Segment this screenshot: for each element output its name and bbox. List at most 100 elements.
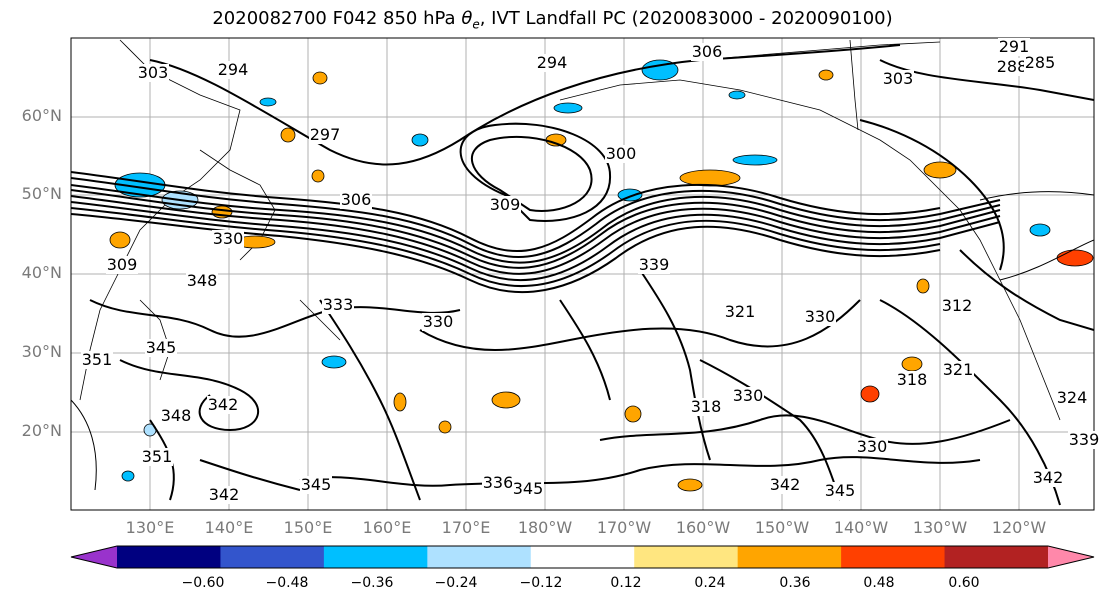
colorbar-tick-label: 0.36 [779, 575, 811, 591]
contour-label-background [996, 58, 1028, 76]
contour-label: 339 [1069, 430, 1100, 449]
contour-label: 300 [606, 144, 637, 163]
contour-label-background [732, 387, 764, 405]
contour-label-background [605, 145, 637, 163]
contour-label: 291 [999, 37, 1030, 56]
contour-label-background [160, 407, 192, 425]
contour-label-background [824, 482, 856, 500]
title-prefix: 2020082700 F042 850 hPa [212, 8, 462, 29]
title-suffix: , IVT Landfall PC (2020083000 - 20200901… [479, 8, 893, 29]
contour-label: 297 [310, 125, 341, 144]
contour-label-background [208, 486, 240, 504]
lon-label-170e: 170°E [441, 518, 491, 537]
colorbar-tick-label: −0.36 [350, 575, 394, 591]
contour-label: 285 [1025, 53, 1056, 72]
contour-label: 309 [107, 255, 138, 274]
contour-label: 348 [161, 406, 192, 425]
contour-label-background [512, 480, 544, 498]
contour-label-background [856, 438, 888, 456]
contour-label: 288 [997, 57, 1028, 76]
title-theta: θ [461, 8, 473, 29]
contour-label-background [638, 256, 670, 274]
colorbar-segment [944, 546, 1049, 568]
contour-label: 321 [725, 302, 756, 321]
contour-label: 351 [142, 447, 173, 466]
contour-label-background [1024, 54, 1056, 72]
contour-label: 345 [825, 481, 856, 500]
colorbar-tick-label: −0.48 [265, 575, 309, 591]
map-panel [71, 38, 1094, 510]
contour-label-background [106, 256, 138, 274]
contour-label-background [212, 230, 244, 248]
colorbar-segment [427, 546, 532, 568]
contour-label-background [1056, 389, 1088, 407]
contour-label: 330 [423, 312, 454, 331]
colorbar-segment [323, 546, 428, 568]
contour-label: 309 [490, 195, 521, 214]
lat-label-60n: 60°N [21, 106, 62, 125]
contour-label-background [941, 297, 973, 315]
contour-label: 321 [943, 360, 974, 379]
contour-label-background [81, 351, 113, 369]
colorbar [70, 545, 1095, 569]
contour-label-background [137, 64, 169, 82]
contour-label: 330 [857, 437, 888, 456]
contour-label: 303 [883, 69, 914, 88]
map-title: 2020082700 F042 850 hPa θe, IVT Landfall… [0, 8, 1105, 32]
lon-label-170w: 170°W [596, 518, 652, 537]
contour-label-background [322, 296, 354, 314]
contour-label-background [724, 303, 756, 321]
contour-label: 348 [187, 271, 218, 290]
lat-label-40n: 40°N [21, 263, 62, 282]
contour-label-background [882, 70, 914, 88]
contour-label: 333 [323, 295, 354, 314]
contour-label: 351 [82, 350, 113, 369]
contour-label-background [896, 371, 928, 389]
contour-label-background [145, 339, 177, 357]
colorbar-tick-label: −0.24 [434, 575, 478, 591]
colorbar-tick-label: 0.12 [610, 575, 642, 591]
contour-label-background [186, 272, 218, 290]
contour-label: 330 [733, 386, 764, 405]
contour-label: 303 [138, 63, 169, 82]
contour-label: 336 [483, 473, 514, 492]
colorbar-tick-label: 0.60 [948, 575, 980, 591]
colorbar-segment [841, 546, 946, 568]
contour-label: 294 [218, 60, 249, 79]
colorbar-outline [70, 545, 1095, 569]
colorbar-tick-label: 0.48 [863, 575, 895, 591]
thin-contours [71, 191, 1094, 491]
contour-label: 330 [213, 229, 244, 248]
contour-label-background [489, 196, 521, 214]
contour-label: 312 [942, 296, 973, 315]
colorbar-segment [220, 546, 325, 568]
lon-label-160w: 160°W [675, 518, 731, 537]
contour-label: 342 [1033, 468, 1064, 487]
graticule [71, 38, 1094, 510]
contour-label-background [309, 126, 341, 144]
lon-label-140e: 140°E [204, 518, 254, 537]
contour-label: 306 [341, 190, 372, 209]
lon-label-140w: 140°W [833, 518, 889, 537]
contour-label-background [422, 313, 454, 331]
contour-label: 330 [805, 307, 836, 326]
contour-label-background [690, 398, 722, 416]
coastlines [79, 39, 1061, 421]
contour-label: 294 [537, 53, 568, 72]
lon-label-180w: 180°W [517, 518, 573, 537]
contour-label: 318 [691, 397, 722, 416]
contour-label-background [300, 476, 332, 494]
lon-label-150e: 150°E [283, 518, 333, 537]
lon-label-120w: 120°W [991, 518, 1047, 537]
contour-label: 318 [897, 370, 928, 389]
contour-label: 345 [301, 475, 332, 494]
lon-label-130e: 130°E [125, 518, 175, 537]
contour-label: 342 [770, 475, 801, 494]
contour-label-background [769, 476, 801, 494]
colorbar-tick-label: 0.24 [694, 575, 726, 591]
contour-label: 324 [1057, 388, 1088, 407]
contour-label: 342 [209, 485, 240, 504]
contour-label-background [998, 38, 1030, 56]
colorbar-segment [634, 546, 739, 568]
